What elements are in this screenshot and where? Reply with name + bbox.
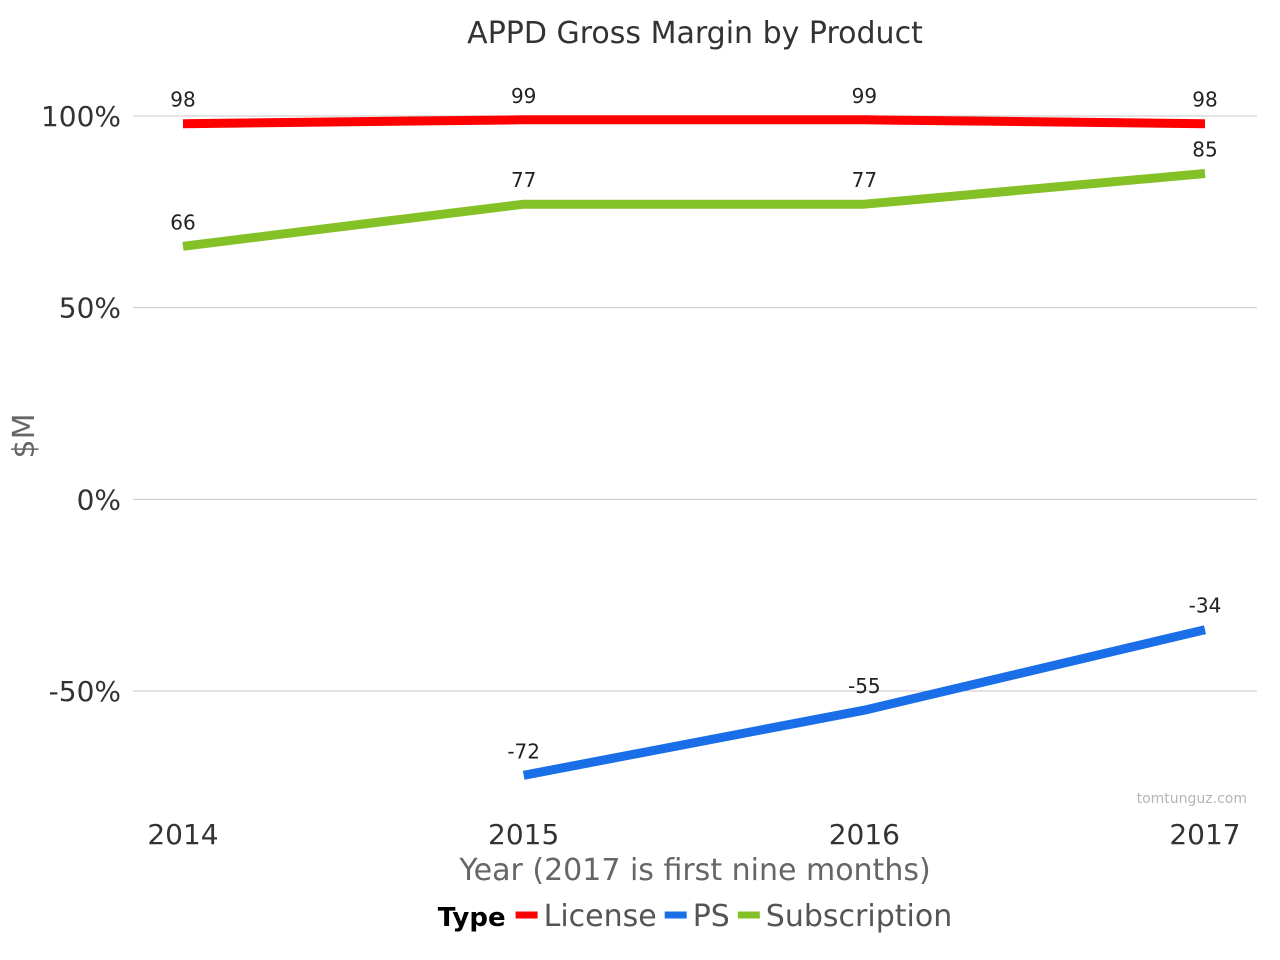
data-label-subscription: 77 [852, 168, 877, 192]
series-line-subscription [182, 169, 1206, 251]
x-tick-label: 2015 [488, 818, 559, 851]
y-axis-label: $M [7, 414, 42, 459]
watermark: tomtunguz.com [1137, 791, 1247, 807]
legend-label: License [544, 899, 657, 934]
data-label-subscription: 85 [1192, 138, 1217, 162]
data-labels: 98 99 99 98 -72 -55 -34 66 77 77 85 [170, 84, 1222, 763]
data-label-license: 99 [852, 84, 877, 108]
data-label-subscription: 66 [170, 210, 195, 234]
x-axis-label: Year (2017 is first nine months) [458, 853, 930, 888]
x-tick-label: 2017 [1169, 818, 1240, 851]
x-axis-ticks: 2014 2015 2016 2017 [147, 818, 1240, 851]
y-tick-label: 0% [77, 483, 121, 516]
legend-item-license: License [515, 899, 657, 934]
data-label-license: 99 [511, 84, 536, 108]
x-tick-label: 2014 [147, 818, 218, 851]
legend-item-subscription: Subscription [737, 899, 952, 934]
legend-item-ps: PS [664, 899, 730, 934]
data-label-ps: -55 [848, 674, 881, 698]
y-tick-label: 100% [41, 100, 121, 133]
legend-label: PS [693, 899, 730, 934]
y-tick-label: 50% [59, 292, 121, 325]
data-label-license: 98 [170, 88, 195, 112]
data-label-subscription: 77 [511, 168, 536, 192]
data-label-ps: -72 [507, 739, 540, 763]
y-tick-label: -50% [49, 675, 121, 708]
data-label-license: 98 [1192, 88, 1217, 112]
data-label-ps: -34 [1189, 594, 1222, 618]
chart-title: APPD Gross Margin by Product [467, 16, 923, 51]
y-axis-ticks: 100% 50% 0% -50% [41, 100, 121, 708]
series-line-ps [522, 625, 1207, 780]
legend-label: Subscription [766, 899, 952, 934]
legend-title: Type [438, 903, 506, 933]
x-tick-label: 2016 [829, 818, 900, 851]
series-line-license [182, 115, 1206, 129]
series-lines [182, 115, 1207, 780]
legend: Type License PS Subscription [438, 899, 952, 934]
